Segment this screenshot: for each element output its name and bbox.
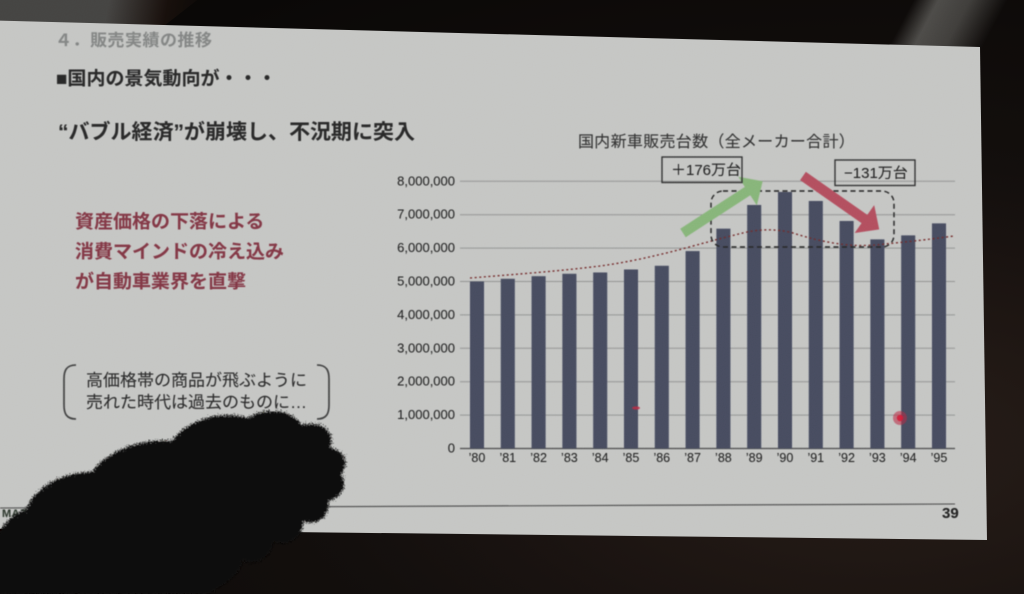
svg-text:’91: ’91 — [807, 451, 824, 465]
svg-text:’82: ’82 — [530, 451, 547, 465]
svg-text:’90: ’90 — [777, 451, 794, 465]
svg-text:’95: ’95 — [931, 451, 948, 465]
svg-text:’80: ’80 — [469, 451, 486, 465]
svg-text:2,000,000: 2,000,000 — [397, 374, 455, 389]
svg-text:4,000,000: 4,000,000 — [397, 307, 455, 322]
svg-text:’89: ’89 — [746, 451, 763, 465]
svg-text:’88: ’88 — [715, 451, 732, 465]
svg-text:国内新車販売台数（全メーカー合計）: 国内新車販売台数（全メーカー合計） — [578, 133, 855, 151]
svg-text:’86: ’86 — [653, 451, 670, 465]
svg-text:’93: ’93 — [869, 451, 886, 465]
svg-text:’94: ’94 — [900, 451, 917, 465]
svg-text:7,000,000: 7,000,000 — [397, 207, 455, 222]
svg-text:6,000,000: 6,000,000 — [397, 240, 455, 255]
svg-text:3,000,000: 3,000,000 — [397, 340, 455, 355]
svg-text:5,000,000: 5,000,000 — [397, 274, 455, 289]
svg-text:Confidential: Confidential — [2, 522, 50, 532]
svg-text:MAZDA: MAZDA — [2, 508, 44, 520]
svg-text:1,000,000: 1,000,000 — [397, 407, 455, 422]
svg-text:’85: ’85 — [623, 451, 640, 465]
svg-text:’84: ’84 — [592, 451, 609, 465]
svg-text:39: 39 — [942, 505, 959, 522]
svg-text:0: 0 — [448, 441, 455, 456]
svg-text:8,000,000: 8,000,000 — [397, 173, 455, 188]
svg-text:＋176万台: ＋176万台 — [671, 162, 741, 179]
svg-text:’81: ’81 — [499, 451, 516, 465]
svg-text:’87: ’87 — [684, 451, 701, 465]
svg-text:’92: ’92 — [838, 451, 855, 465]
svg-text:−131万台: −131万台 — [844, 165, 908, 182]
svg-text:’83: ’83 — [561, 451, 578, 465]
